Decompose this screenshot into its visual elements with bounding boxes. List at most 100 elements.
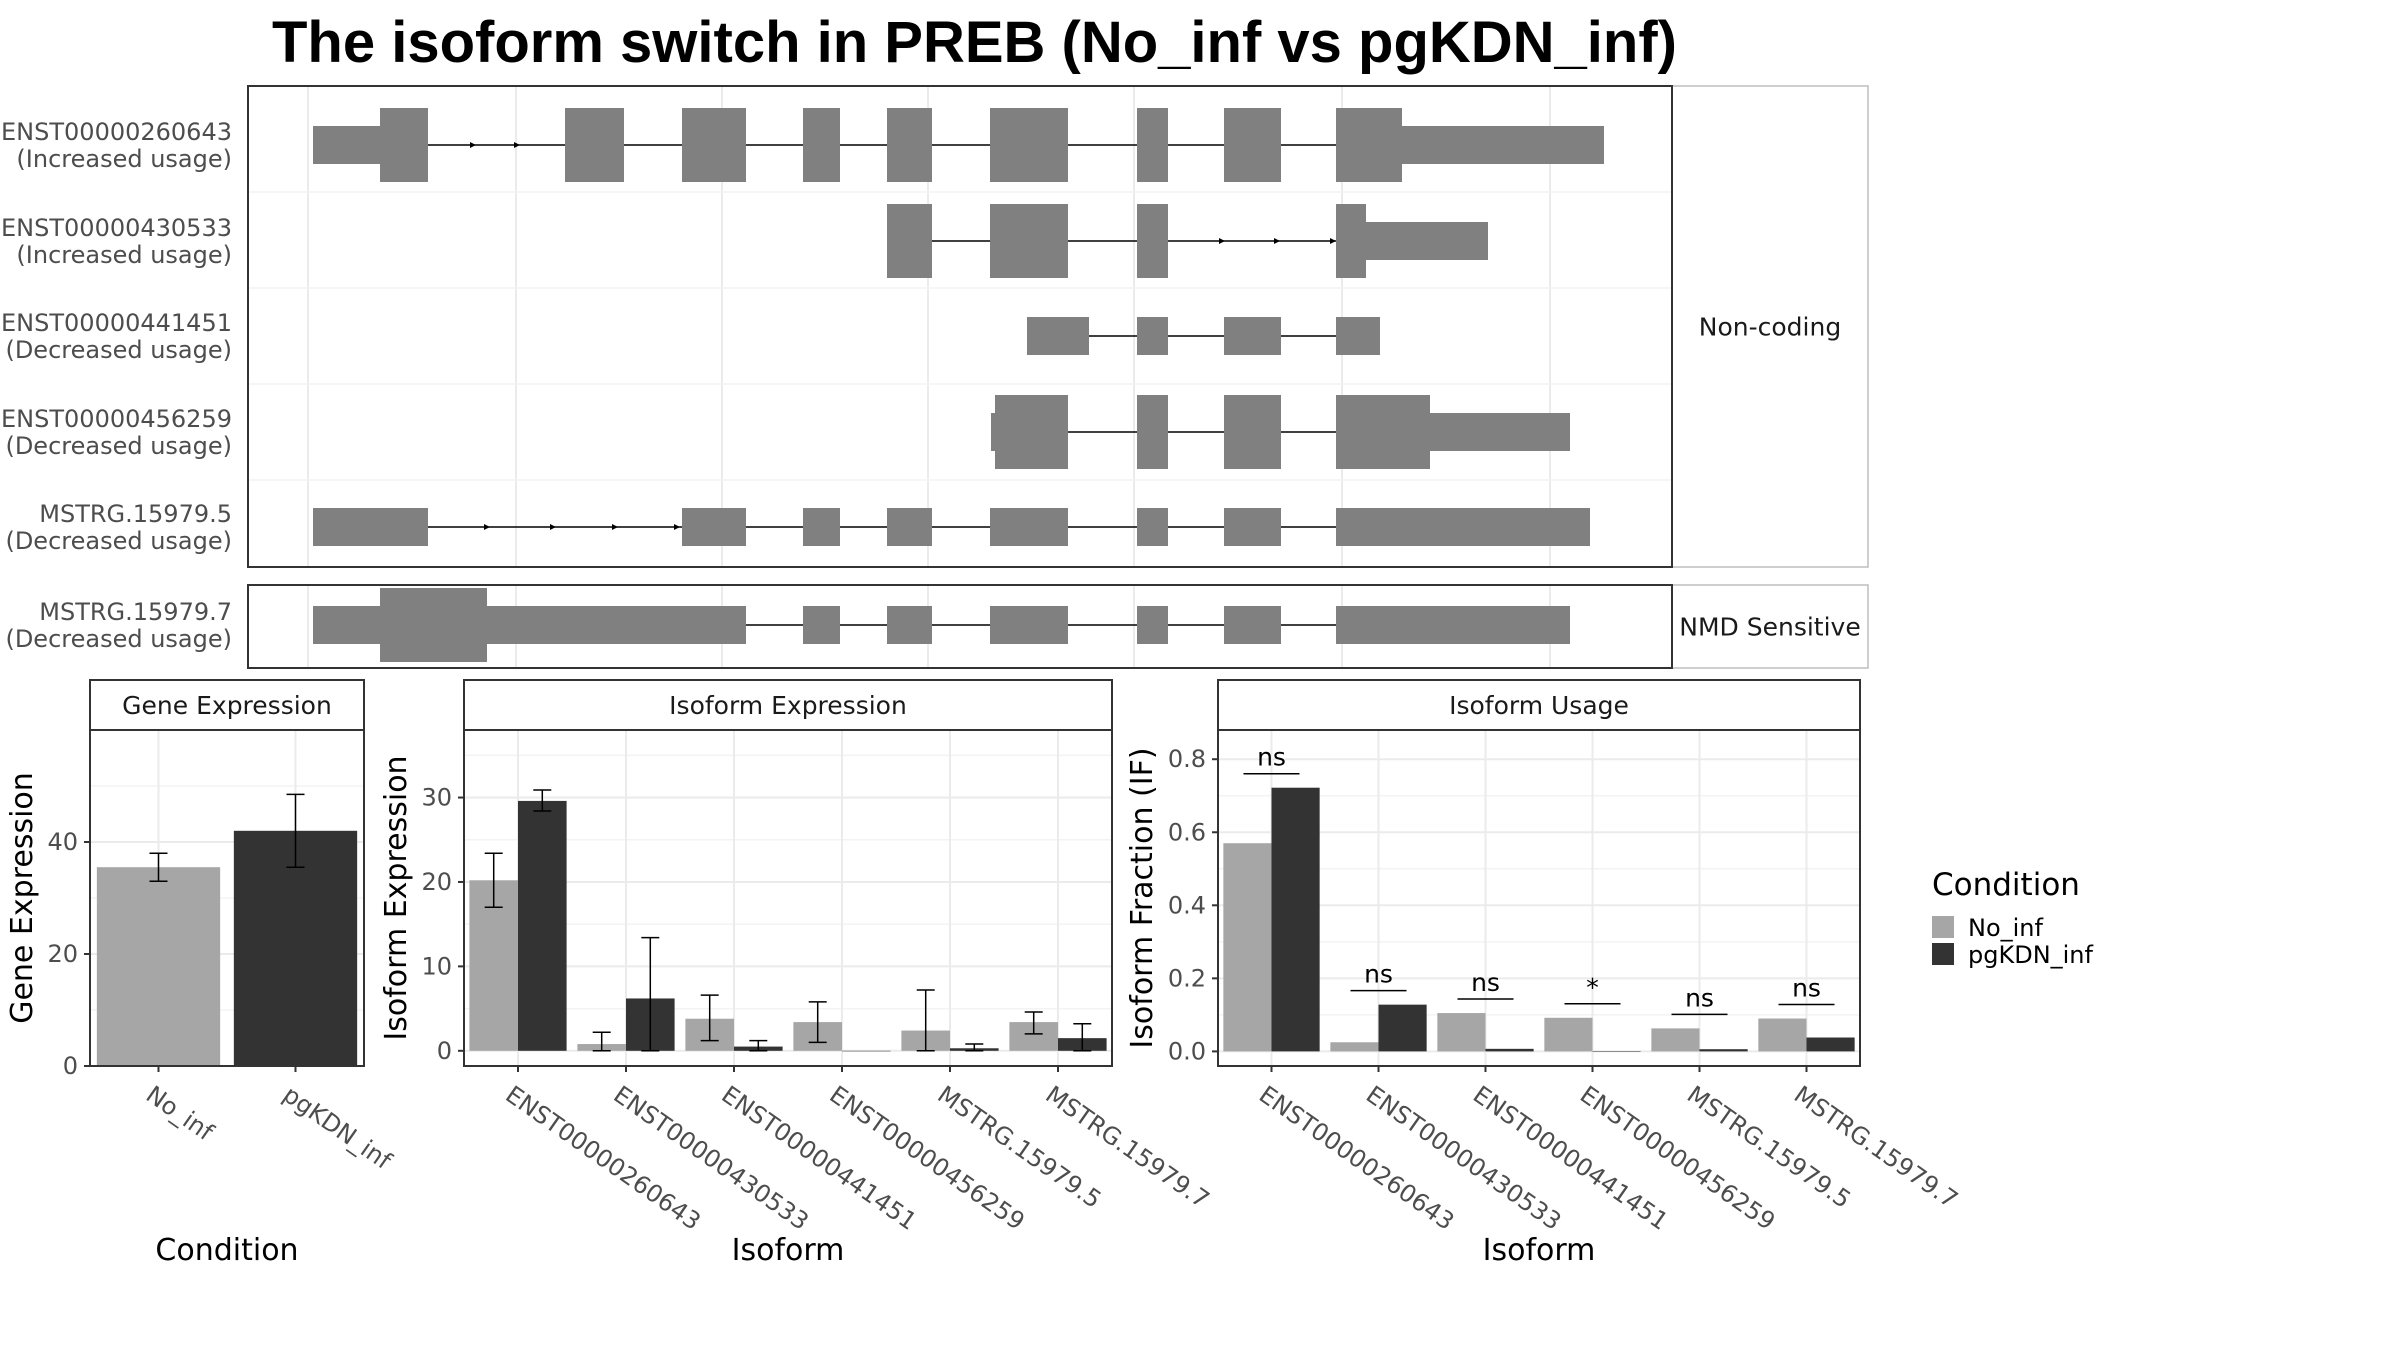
exon-ENST00000260643-3 bbox=[682, 108, 746, 182]
legend-label-no-inf: No_inf bbox=[1968, 914, 2044, 942]
x-tick-label-1-3: ENST00000456259 bbox=[824, 1080, 1029, 1235]
x-axis-title-1: Isoform bbox=[732, 1233, 845, 1268]
y-axis-title-1: Isoform Expression bbox=[379, 755, 414, 1040]
isoform-label-ENST00000441451: ENST00000441451 bbox=[1, 309, 232, 337]
direction-arrow-ENST00000430533-2 bbox=[1330, 238, 1336, 244]
figure-title: The isoform switch in PREB (No_inf vs pg… bbox=[272, 10, 1677, 75]
exon-ENST00000430533-2 bbox=[1137, 204, 1168, 278]
y-tick-label-1-3: 30 bbox=[421, 784, 452, 812]
isoform-usage-label-ENST00000430533: (Increased usage) bbox=[16, 241, 232, 269]
exon-MSTRG.15979.7-1 bbox=[380, 588, 487, 662]
y-tick-label-2-0: 0.0 bbox=[1168, 1037, 1206, 1065]
exon-MSTRG.15979.7-5 bbox=[990, 606, 1068, 644]
exon-ENST00000441451-0 bbox=[1027, 317, 1089, 355]
exon-MSTRG.15979.5-5 bbox=[1137, 508, 1168, 546]
structure-plot-background-noncoding bbox=[248, 86, 1672, 567]
exon-ENST00000456259-4 bbox=[1336, 395, 1430, 469]
direction-arrow-MSTRG.15979.5-3 bbox=[674, 524, 680, 530]
panel-strip-label-0: Gene Expression bbox=[122, 691, 332, 720]
structure-strip-label-noncoding: Non-coding bbox=[1699, 313, 1841, 342]
y-tick-label-0-1: 20 bbox=[47, 940, 78, 968]
structure-plot-frame-nmd bbox=[247, 584, 1673, 669]
isoform-label-ENST00000430533: ENST00000430533 bbox=[1, 214, 232, 242]
exon-ENST00000260643-8 bbox=[1224, 108, 1281, 182]
bar-2-5-1 bbox=[1806, 1037, 1855, 1052]
exon-ENST00000441451-1 bbox=[1137, 317, 1168, 355]
significance-label-3: * bbox=[1586, 973, 1599, 1002]
exon-ENST00000260643-4 bbox=[803, 108, 840, 182]
panel-strip-label-1: Isoform Expression bbox=[669, 691, 907, 720]
isoform-usage-label-ENST00000260643: (Increased usage) bbox=[16, 145, 232, 173]
exon-ENST00000441451-2 bbox=[1224, 317, 1281, 355]
transcript-structure-panel-nmd: NMD Sensitive MSTRG.15979.7(Decreased usa… bbox=[5, 584, 1869, 669]
exon-MSTRG.15979.5-4 bbox=[990, 508, 1068, 546]
exon-MSTRG.15979.5-0 bbox=[313, 508, 428, 546]
exon-ENST00000260643-6 bbox=[990, 108, 1068, 182]
exon-MSTRG.15979.5-6 bbox=[1224, 508, 1281, 546]
bar-2-3-0 bbox=[1544, 1017, 1593, 1052]
direction-arrow-MSTRG.15979.5-0 bbox=[484, 524, 490, 530]
exon-ENST00000260643-10 bbox=[1402, 126, 1604, 164]
exon-MSTRG.15979.5-7 bbox=[1336, 508, 1590, 546]
significance-label-1: ns bbox=[1364, 960, 1393, 989]
exon-MSTRG.15979.7-2 bbox=[487, 606, 746, 644]
y-tick-label-1-1: 10 bbox=[421, 952, 452, 980]
x-tick-label-1-2: ENST00000441451 bbox=[716, 1080, 921, 1235]
bar-2-5-0 bbox=[1758, 1018, 1807, 1052]
bar-2-1-0 bbox=[1330, 1042, 1379, 1052]
significance-label-0: ns bbox=[1257, 743, 1286, 772]
exon-ENST00000260643-5 bbox=[887, 108, 932, 182]
exon-MSTRG.15979.7-7 bbox=[1224, 606, 1281, 644]
exon-MSTRG.15979.7-8 bbox=[1336, 606, 1570, 644]
y-tick-label-2-4: 0.8 bbox=[1168, 745, 1206, 773]
bar-2-0-0 bbox=[1223, 843, 1272, 1052]
y-tick-label-0-2: 40 bbox=[47, 828, 78, 856]
exon-MSTRG.15979.7-0 bbox=[313, 606, 380, 644]
panel-frame-1 bbox=[463, 729, 1113, 1067]
legend-swatch-pgkdn-inf bbox=[1932, 943, 1954, 965]
bar-0-0-0 bbox=[96, 867, 221, 1066]
isoform-label-ENST00000456259: ENST00000456259 bbox=[1, 405, 232, 433]
x-tick-label-0-0: No_inf bbox=[141, 1080, 219, 1146]
x-axis-title-0: Condition bbox=[155, 1233, 298, 1268]
legend-swatch-no-inf bbox=[1932, 916, 1954, 938]
exon-ENST00000456259-0 bbox=[991, 413, 995, 451]
bar-2-4-1 bbox=[1699, 1049, 1748, 1052]
panel-background-1 bbox=[464, 730, 1112, 1066]
bar-2-4-0 bbox=[1651, 1028, 1700, 1052]
isoform-expression-panel: Isoform Expression 0 10 20 30 ENST00000260643… bbox=[379, 679, 1214, 1268]
bar-2-1-1 bbox=[1378, 1004, 1427, 1052]
direction-arrow-MSTRG.15979.5-2 bbox=[612, 524, 618, 530]
isoform-usage-label-MSTRG.15979.5: (Decreased usage) bbox=[5, 527, 232, 555]
exon-MSTRG.15979.7-4 bbox=[887, 606, 932, 644]
panel-strip-0 bbox=[89, 679, 365, 731]
y-tick-label-1-0: 0 bbox=[437, 1037, 452, 1065]
panel-background-2 bbox=[1218, 730, 1860, 1066]
panel-frame-2 bbox=[1217, 729, 1861, 1067]
y-tick-label-2-3: 0.6 bbox=[1168, 818, 1206, 846]
x-tick-label-0-1: pgKDN_inf bbox=[278, 1080, 397, 1175]
x-tick-label-1-1: ENST00000430533 bbox=[608, 1080, 813, 1235]
isoform-usage-label-MSTRG.15979.7: (Decreased usage) bbox=[5, 625, 232, 653]
exon-ENST00000260643-1 bbox=[380, 108, 428, 182]
direction-arrow-ENST00000260643-1 bbox=[514, 142, 520, 148]
bar-2-0-1 bbox=[1271, 787, 1320, 1052]
isoform-usage-panel: Isoform Usage 0.0 0.2 0.4 0.6 0.8 ENST00000260… bbox=[1125, 679, 1963, 1268]
direction-arrow-ENST00000260643-0 bbox=[470, 142, 476, 148]
panel-strip-2 bbox=[1217, 679, 1861, 731]
exon-MSTRG.15979.7-3 bbox=[803, 606, 840, 644]
x-tick-label-2-2: ENST00000441451 bbox=[1468, 1080, 1673, 1235]
exon-ENST00000260643-0 bbox=[313, 126, 380, 164]
y-tick-label-2-1: 0.2 bbox=[1168, 964, 1206, 992]
structure-plot-frame-noncoding bbox=[247, 85, 1673, 568]
exon-ENST00000456259-1 bbox=[995, 395, 1068, 469]
x-tick-label-2-3: ENST00000456259 bbox=[1575, 1080, 1780, 1235]
exon-ENST00000430533-4 bbox=[1366, 222, 1488, 260]
x-axis-title-2: Isoform bbox=[1483, 1233, 1596, 1268]
significance-label-2: ns bbox=[1471, 968, 1500, 997]
y-axis-title-2: Isoform Fraction (IF) bbox=[1125, 747, 1160, 1048]
bar-1-3-1 bbox=[842, 1050, 891, 1052]
gene-expression-panel: Gene Expression 0 20 40 No_inf pgKDN_inf Condi… bbox=[5, 679, 397, 1268]
exon-ENST00000430533-1 bbox=[990, 204, 1068, 278]
